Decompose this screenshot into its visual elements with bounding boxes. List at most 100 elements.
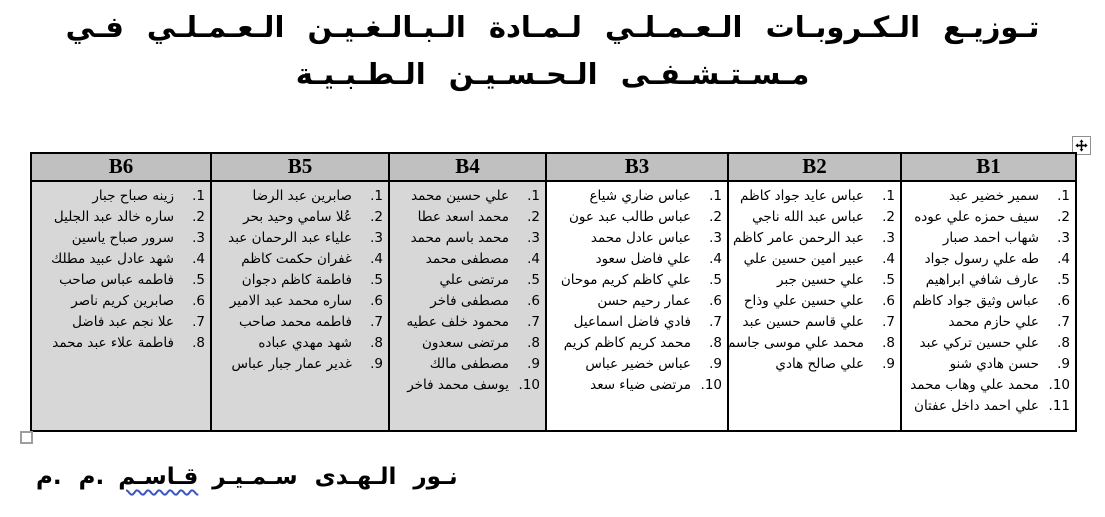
- item-name: عارف شافي ابراهيم: [925, 272, 1039, 288]
- item-name: علي حسين تركي عبد: [919, 335, 1040, 351]
- list-item: 2. عباس عبد الله ناجي: [732, 207, 895, 228]
- item-number: 6.: [192, 293, 205, 309]
- item-number: 4.: [882, 251, 895, 267]
- item-number: 6.: [370, 293, 383, 309]
- item-name: غفران حكمت كاظم: [241, 251, 352, 267]
- item-name: ساره محمد عبد الامير: [229, 293, 352, 309]
- item-number: 1.: [882, 188, 895, 204]
- item-name: سرور صباح ياسين: [71, 230, 174, 246]
- signature-name-flagged: قـاسـم: [118, 464, 199, 490]
- list-item: 10. مرتضى ضياء سعد: [550, 375, 722, 396]
- column-header-b1: B1: [901, 153, 1076, 181]
- item-name: علي كاظم كريم موحان: [560, 272, 691, 288]
- item-name: صابرين عبد الرضا: [252, 188, 352, 204]
- list-item: 7. فاطمه محمد صاحب: [215, 312, 383, 333]
- item-number: 10.: [1048, 377, 1070, 393]
- item-number: 1.: [192, 188, 205, 204]
- item-number: 2.: [192, 209, 205, 225]
- item-number: 4.: [527, 251, 540, 267]
- item-number: 1.: [527, 188, 540, 204]
- item-name: سمير خضير عبد: [948, 188, 1039, 204]
- item-name: عباس وثيق جواد كاظم: [912, 293, 1039, 309]
- item-number: 7.: [709, 314, 722, 330]
- item-number: 1.: [709, 188, 722, 204]
- item-number: 5.: [882, 272, 895, 288]
- item-number: 9.: [882, 356, 895, 372]
- list-item: 2. سيف حمزه علي عوده: [905, 207, 1070, 228]
- item-number: 8.: [709, 335, 722, 351]
- list-item: 5. علي حسين جبر: [732, 270, 895, 291]
- list-item: 8. شهد مهدي عباده: [215, 333, 383, 354]
- item-number: 4.: [370, 251, 383, 267]
- item-name: علي احمد داخل عفتان: [914, 398, 1039, 414]
- item-name: محمود خلف عطيه: [406, 314, 509, 330]
- item-name: علا نجم عبد فاضل: [72, 314, 174, 330]
- item-name: محمد باسم محمد: [410, 230, 509, 246]
- item-number: 5.: [527, 272, 540, 288]
- item-name: علي فاضل سعود: [595, 251, 691, 267]
- item-number: 8.: [370, 335, 383, 351]
- column-cell-b2: 1. عباس عايد جواد كاظم 2. عباس عبد الله ناج…: [728, 181, 901, 431]
- item-number: 5.: [1057, 272, 1070, 288]
- list-item: 11. علي احمد داخل عفتان: [905, 396, 1070, 417]
- item-name: مصطفى مالك: [429, 356, 509, 372]
- list-item: 4. عبير امين حسين علي: [732, 249, 895, 270]
- list-item: 1. سمير خضير عبد: [905, 186, 1070, 207]
- document-title: تـوزيـع الـكـروبـات الـعـمـلـي لـمـادة ا…: [0, 4, 1105, 98]
- item-name: فاطمه عباس صاحب: [59, 272, 174, 288]
- item-number: 9.: [709, 356, 722, 372]
- groups-table: B1 B2 B3 B4 B5 B6 1. سمير خضير عبد 2. سيف حمزه ع…: [30, 152, 1077, 432]
- list-item: 6. صابرين كريم ناصر: [35, 291, 205, 312]
- item-name: فاطمة كاظم دجوان: [241, 272, 352, 288]
- list-item: 1. صابرين عبد الرضا: [215, 186, 383, 207]
- list-item: 9. عباس خضير عباس: [550, 354, 722, 375]
- list-item: 2. محمد اسعد عطا: [393, 207, 540, 228]
- list-item: 3. محمد باسم محمد: [393, 228, 540, 249]
- item-number: 3.: [192, 230, 205, 246]
- item-number: 8.: [1057, 335, 1070, 351]
- item-number: 6.: [709, 293, 722, 309]
- list-item: 3. عباس عادل محمد: [550, 228, 722, 249]
- item-name: فاطمه محمد صاحب: [239, 314, 352, 330]
- list-item: 4. علي فاضل سعود: [550, 249, 722, 270]
- item-name: مرتضى ضياء سعد: [590, 377, 691, 393]
- item-name: مصطفى محمد: [425, 251, 509, 267]
- item-name: شهد مهدي عباده: [258, 335, 352, 351]
- item-number: 7.: [882, 314, 895, 330]
- item-name: عبد الرحمن عامر كاظم: [733, 230, 864, 246]
- item-name: عباس عبد الله ناجي: [752, 209, 864, 225]
- item-name: علي حازم محمد: [948, 314, 1039, 330]
- list-item: 9. غدير عمار جبار عباس: [215, 354, 384, 375]
- list-item: 8. محمد كريم كاظم كريم: [550, 333, 722, 354]
- list-item: 6. عمار رحيم حسن: [550, 291, 722, 312]
- list-item: 6. عباس وثيق جواد كاظم: [905, 291, 1070, 312]
- list-item: 1. زينه صباح جبار: [35, 186, 205, 207]
- title-line-1: تـوزيـع الـكـروبـات الـعـمـلـي لـمـادة ا…: [65, 10, 1040, 44]
- item-number: 6.: [1057, 293, 1070, 309]
- title-line-2: مـسـتـشـفـى الـحـسـيـن الـطـبـيـة: [295, 57, 810, 91]
- table-move-handle[interactable]: [1072, 136, 1091, 155]
- list-item: 7. فادي فاضل اسماعيل: [550, 312, 722, 333]
- list-item: 7. محمود خلف عطيه: [393, 312, 540, 333]
- item-name: عُلا سامي وحيد بحر: [243, 209, 352, 225]
- signature-name-main: نـور الـهـدى سـمـيـر: [212, 464, 458, 490]
- item-number: 10.: [518, 377, 540, 393]
- column-cell-b1: 1. سمير خضير عبد 2. سيف حمزه علي عوده 3. شهاب…: [901, 181, 1076, 431]
- item-number: 2.: [709, 209, 722, 225]
- list-item: 3. عبد الرحمن عامر كاظم: [732, 228, 895, 249]
- list-item: 4. مصطفى محمد: [393, 249, 540, 270]
- table-header-row: B1 B2 B3 B4 B5 B6: [31, 153, 1076, 181]
- item-name: ساره خالد عبد الجليل: [53, 209, 174, 225]
- list-item: 7. علي قاسم حسين عبد: [732, 312, 895, 333]
- column-header-b5: B5: [211, 153, 389, 181]
- item-number: 2.: [527, 209, 540, 225]
- item-name: عباس عادل محمد: [590, 230, 691, 246]
- list-item: 2. عُلا سامي وحيد بحر: [215, 207, 383, 228]
- list-item: 3. علياء عبد الرحمان عبد: [215, 228, 383, 249]
- item-name: علي حسين علي وذاح: [743, 293, 864, 309]
- list-item: 7. علا نجم عبد فاضل: [35, 312, 205, 333]
- column-header-b6: B6: [31, 153, 211, 181]
- item-number: 4.: [709, 251, 722, 267]
- table-resize-handle[interactable]: [20, 431, 33, 444]
- item-number: 3.: [882, 230, 895, 246]
